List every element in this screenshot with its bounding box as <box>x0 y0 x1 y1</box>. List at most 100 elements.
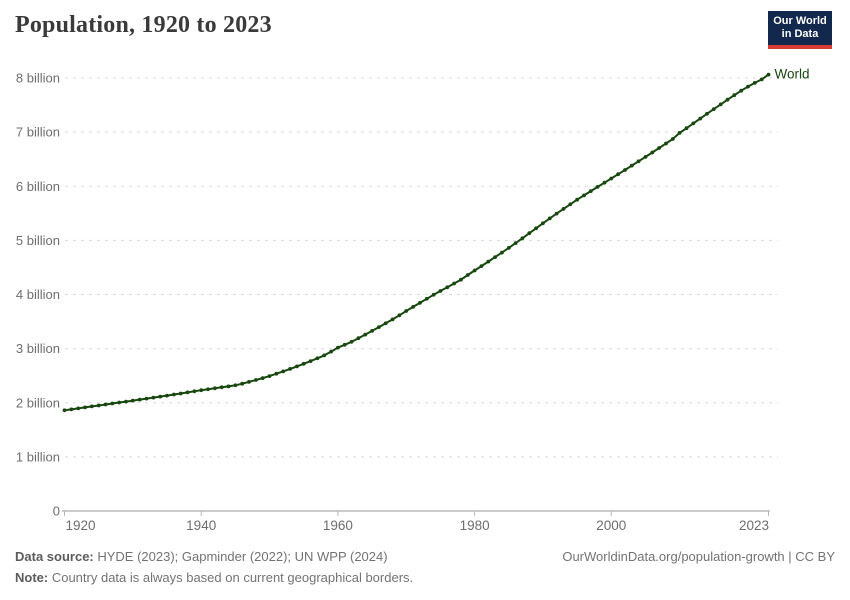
data-point-1941 <box>206 387 210 392</box>
data-point-1935 <box>165 393 169 398</box>
chart-footer: Data source: HYDE (2023); Gapminder (202… <box>15 546 835 588</box>
data-point-2002 <box>623 168 627 172</box>
data-point-1966 <box>377 325 381 329</box>
data-point-1989 <box>534 226 538 231</box>
data-point-2022 <box>759 77 764 82</box>
data-point-1954 <box>295 364 299 369</box>
data-point-1930 <box>130 398 135 403</box>
data-point-1968 <box>390 317 395 322</box>
data-point-1970 <box>404 309 409 313</box>
x-tick-label-2023: 2023 <box>739 518 769 533</box>
owid-logo[interactable]: Our World in Data <box>768 11 832 49</box>
data-point-1943 <box>219 385 224 390</box>
data-point-1964 <box>363 332 368 337</box>
data-point-1974 <box>431 292 436 297</box>
data-point-1990 <box>541 221 545 226</box>
data-point-1922 <box>76 406 81 411</box>
data-point-1946 <box>240 381 245 386</box>
data-point-2020 <box>746 84 750 89</box>
data-point-1938 <box>185 390 190 395</box>
x-tick-label-1980: 1980 <box>460 518 490 533</box>
data-point-1997 <box>588 189 593 194</box>
data-point-1998 <box>595 185 600 189</box>
data-point-1936 <box>172 392 176 397</box>
data-point-2003 <box>629 163 634 168</box>
line-chart-plot[interactable]: 0 1 billion 2 billion 3 billion 4 billion 5 b… <box>0 0 850 545</box>
data-point-1985 <box>506 246 511 250</box>
data-point-1960 <box>336 345 340 350</box>
data-point-2017 <box>725 97 730 102</box>
y-tick-label-6: 6 billion <box>16 179 60 194</box>
y-tick-label-5: 5 billion <box>16 233 60 248</box>
data-point-2016 <box>718 102 723 107</box>
data-point-1987 <box>520 236 525 241</box>
data-point-1962 <box>349 339 354 344</box>
data-point-1999 <box>602 180 607 185</box>
footer-link[interactable]: OurWorldinData.org/population-growth | C… <box>562 549 835 564</box>
data-point-1924 <box>89 404 94 409</box>
data-point-1961 <box>342 342 347 347</box>
data-point-1972 <box>418 301 422 305</box>
data-point-1969 <box>397 313 402 318</box>
data-point-1986 <box>513 241 518 246</box>
data-point-2012 <box>691 121 696 126</box>
data-point-2011 <box>684 126 689 131</box>
data-point-1931 <box>137 397 142 402</box>
data-point-1979 <box>465 273 470 277</box>
y-tick-label-3: 3 billion <box>16 341 60 356</box>
page-title: Population, 1920 to 2023 <box>15 12 272 38</box>
data-point-1926 <box>103 402 108 407</box>
data-point-1952 <box>281 369 286 374</box>
data-point-1980 <box>472 268 477 273</box>
data-point-1928 <box>117 400 122 405</box>
data-point-1978 <box>459 277 463 282</box>
y-tick-label-1: 1 billion <box>16 449 60 464</box>
data-point-1971 <box>411 305 415 309</box>
x-tick-label-1960: 1960 <box>323 518 353 533</box>
data-source-text: HYDE (2023); Gapminder (2022); UN WPP (2… <box>93 549 388 564</box>
y-tick-label-4: 4 billion <box>16 287 60 302</box>
data-point-1934 <box>158 394 163 399</box>
owid-logo-line2: in Data <box>781 28 819 40</box>
data-point-1965 <box>370 329 374 333</box>
y-tick-label-8: 8 billion <box>16 71 60 86</box>
data-point-1923 <box>83 405 87 410</box>
note-line: Note: Country data is always based on cu… <box>15 567 413 588</box>
data-point-1945 <box>233 383 238 388</box>
x-tick-label-2000: 2000 <box>596 518 626 533</box>
data-source-line: Data source: HYDE (2023); Gapminder (202… <box>15 546 413 567</box>
data-source-label: Data source: <box>15 549 94 564</box>
y-tick-label-7: 7 billion <box>16 125 60 140</box>
data-point-1992 <box>554 211 559 216</box>
data-point-1994 <box>568 202 573 207</box>
data-point-2010 <box>677 131 682 135</box>
x-tick-label-1940: 1940 <box>186 518 216 533</box>
data-point-1925 <box>96 403 101 408</box>
data-point-2006 <box>650 150 655 155</box>
data-point-2001 <box>616 172 620 177</box>
data-point-1963 <box>356 336 361 341</box>
data-point-1944 <box>226 384 231 389</box>
data-point-2004 <box>636 159 641 164</box>
data-point-1949 <box>260 376 265 380</box>
data-point-1993 <box>561 207 566 211</box>
data-point-1975 <box>438 289 443 293</box>
data-point-1984 <box>500 250 504 255</box>
data-point-1973 <box>424 296 429 301</box>
data-point-1950 <box>267 374 272 378</box>
data-point-1932 <box>144 396 149 401</box>
data-point-1983 <box>493 255 497 259</box>
y-tick-label-2: 2 billion <box>16 395 60 410</box>
data-point-1956 <box>308 359 313 363</box>
data-point-1995 <box>575 197 579 202</box>
population-line-world <box>63 73 770 412</box>
y-tick-label-0: 0 <box>53 504 60 519</box>
data-point-1948 <box>254 378 258 382</box>
series-label-world: World <box>775 67 810 82</box>
data-point-2019 <box>739 88 744 93</box>
data-point-2000 <box>609 176 614 181</box>
data-point-1981 <box>479 264 484 268</box>
data-point-1933 <box>151 395 156 400</box>
data-point-1940 <box>199 388 204 393</box>
